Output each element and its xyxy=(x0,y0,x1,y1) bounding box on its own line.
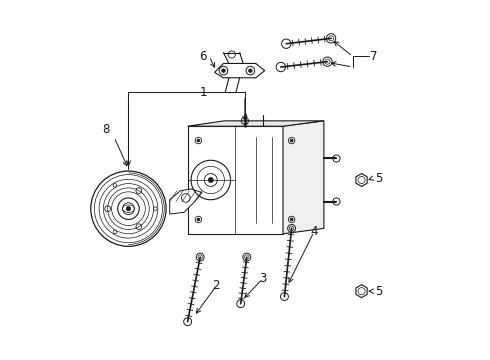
Text: 1: 1 xyxy=(200,86,207,99)
Text: 2: 2 xyxy=(213,279,220,292)
Text: 3: 3 xyxy=(259,272,267,285)
Polygon shape xyxy=(188,121,324,126)
Text: 5: 5 xyxy=(375,285,382,298)
Circle shape xyxy=(290,218,293,221)
Polygon shape xyxy=(215,63,265,78)
Polygon shape xyxy=(170,189,202,214)
Text: 4: 4 xyxy=(310,225,318,238)
Text: 7: 7 xyxy=(370,50,378,63)
Circle shape xyxy=(197,139,200,142)
Circle shape xyxy=(126,207,131,211)
Text: 8: 8 xyxy=(102,123,110,136)
Circle shape xyxy=(248,69,252,72)
Circle shape xyxy=(208,177,213,183)
Text: 5: 5 xyxy=(375,172,382,185)
Circle shape xyxy=(197,218,200,221)
Text: 6: 6 xyxy=(199,50,207,63)
Circle shape xyxy=(290,139,293,142)
Polygon shape xyxy=(356,285,367,298)
Polygon shape xyxy=(188,126,283,234)
Polygon shape xyxy=(356,174,367,186)
Circle shape xyxy=(221,69,225,72)
Polygon shape xyxy=(283,121,324,234)
